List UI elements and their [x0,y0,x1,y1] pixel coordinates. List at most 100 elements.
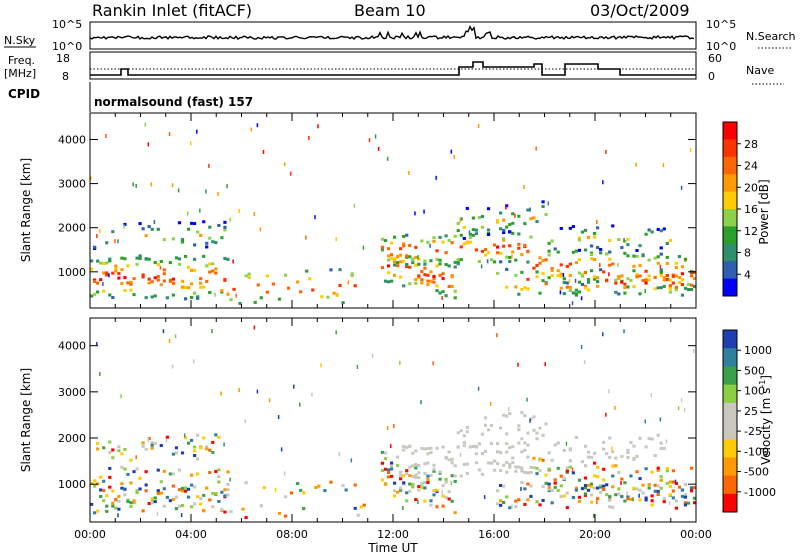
heatmap-cell [580,296,583,301]
heatmap-cell [429,446,433,450]
heatmap-cell [523,243,527,247]
heatmap-cell [665,242,669,246]
heatmap-cell [632,497,634,502]
heatmap-cell [217,435,221,439]
heatmap-cell [274,488,277,493]
heatmap-cell [96,442,100,446]
heatmap-cell [568,465,572,469]
heatmap-cell [556,466,560,470]
heatmap-cell [526,208,530,212]
heatmap-cell [244,419,247,424]
heatmap-cell [432,488,436,492]
heatmap-cell [656,492,660,496]
heatmap-cell [296,482,300,486]
heatmap-cell [123,289,127,293]
heatmap-cell [589,269,594,273]
heatmap-cell [677,485,682,489]
heatmap-cell [129,504,133,508]
heatmap-cell [502,237,506,241]
heatmap-cell [405,472,409,476]
heatmap-cell [499,211,503,215]
heatmap-cell [529,207,531,212]
heatmap-cell [617,276,621,280]
heatmap-cell [90,482,94,486]
heatmap-cell [535,146,537,151]
heatmap-cell [541,498,545,502]
heatmap-cell [577,495,582,499]
heatmap-cell [93,245,97,249]
heatmap-cell [217,499,221,503]
heatmap-cell [411,482,415,486]
heatmap-cell [453,296,457,300]
heatmap-cell [399,253,403,257]
heatmap-cell [450,461,454,465]
heatmap-cell [668,484,672,488]
heatmap-cell [453,260,457,264]
heatmap-cell [193,485,197,489]
heatmap-cell [526,287,530,291]
heatmap-cell [389,461,394,465]
x-tick-label: 08:00 [276,528,308,541]
colorbar-tick-label: 1000 [744,344,772,357]
heatmap-cell [499,451,503,455]
heatmap-cell [423,259,427,263]
heatmap-cell [456,431,460,435]
heatmap-cell [535,270,539,274]
heatmap-cell [205,279,209,283]
heatmap-cell [683,503,688,507]
nsky-panel: N.Sky 10^5 10^0 10^5 10^0 N.Search [4,18,796,53]
heatmap-cell [635,249,639,253]
heatmap-cell [568,278,571,283]
nsearch-tick-top: 10^5 [706,18,736,31]
heatmap-cell [196,129,198,134]
heatmap-cell [680,283,685,287]
heatmap-cell [562,272,565,277]
heatmap-cell [580,344,583,349]
heatmap-cell [244,516,248,520]
heatmap-cell [617,237,621,241]
power-axes: 1000 2000 3000 4000 [58,113,697,308]
heatmap-cell [411,261,415,265]
heatmap-cell [286,286,291,290]
heatmap-cell [520,481,524,485]
heatmap-cell [453,154,456,159]
heatmap-cell [223,220,227,224]
heatmap-cell [156,489,160,493]
heatmap-cell [253,300,257,304]
heatmap-cell [456,258,460,262]
heatmap-cell [592,275,597,279]
heatmap-cell [141,273,145,277]
heatmap-cell [574,488,578,492]
heatmap-cell [389,241,394,245]
heatmap-cell [635,487,639,491]
heatmap-cell [114,506,118,510]
heatmap-cell [505,442,509,446]
heatmap-cell [496,502,500,506]
heatmap-cell [99,495,103,499]
heatmap-cell [686,282,691,286]
heatmap-cell [517,242,521,246]
heatmap-cell [96,290,100,294]
heatmap-cell [338,268,342,272]
heatmap-cell [547,201,550,206]
heatmap-cell [602,180,604,185]
heatmap-cell [350,458,353,463]
heatmap-cell [547,241,551,245]
heatmap-cell [417,471,421,475]
heatmap-cell [199,285,203,289]
heatmap-cell [165,438,168,443]
heatmap-cell [562,477,566,481]
heatmap-cell [426,477,430,481]
heatmap-cell [635,162,637,167]
heatmap-cell [420,278,424,282]
heatmap-cell [90,502,94,506]
heatmap-cell [226,470,230,474]
heatmap-cell [477,216,482,220]
heatmap-cell [111,501,115,505]
heatmap-cell [635,273,639,277]
heatmap-cell [517,498,521,502]
heatmap-cell [432,469,436,473]
heatmap-cell [499,426,503,430]
heatmap-cell [189,483,194,487]
heatmap-cell [638,244,642,248]
